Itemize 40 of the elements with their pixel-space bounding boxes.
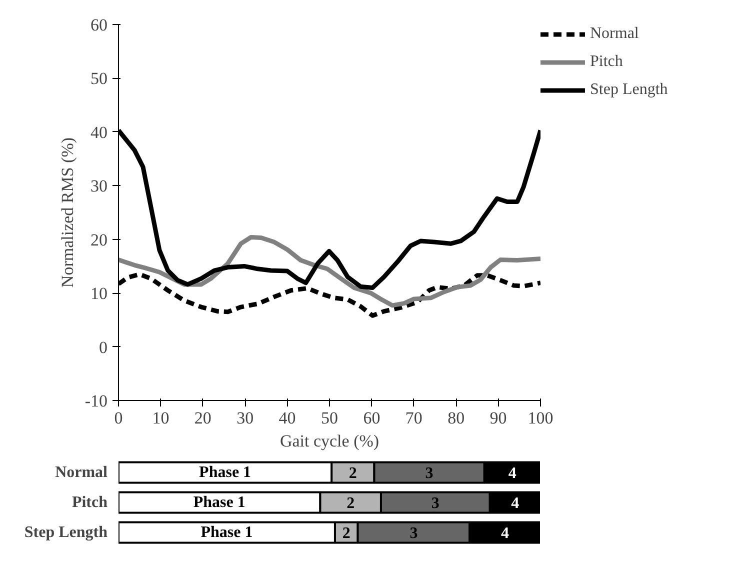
y-axis-title: Normalized RMS (%) <box>58 137 77 288</box>
y-tick-label: -10 <box>84 392 108 410</box>
x-tick-label: 30 <box>236 408 254 428</box>
category-label: Step Length <box>24 524 108 541</box>
x-tick-label: 70 <box>405 408 422 428</box>
y-tick-label: 40 <box>90 122 108 142</box>
text: 4 <box>511 495 520 512</box>
series-label: 3 <box>425 465 434 482</box>
category-label: Pitch <box>72 494 108 511</box>
text: 3 <box>410 525 418 542</box>
y-tick-label: 0 <box>99 338 108 357</box>
x-tick-label: 20 <box>194 408 212 428</box>
text: 2 <box>342 525 350 542</box>
legend-label: Step Length <box>590 81 668 99</box>
x-tick-label: 50 <box>321 408 338 428</box>
x-tick-label: 100 <box>528 408 554 428</box>
x-tick-label: 60 <box>363 408 380 428</box>
text: 4 <box>501 525 510 542</box>
text: Phase 1 <box>200 524 253 541</box>
legend-label: Normal <box>590 25 639 43</box>
series-label: Phase 1 <box>199 464 252 481</box>
y-tick-label: 60 <box>90 16 108 34</box>
x-tick-label: 80 <box>448 408 465 428</box>
x-axis-title: Gait cycle (%) <box>280 432 380 450</box>
text: Phase 1 <box>193 494 246 511</box>
y-tick-label: 20 <box>90 230 108 250</box>
x-tick-label: 0 <box>114 408 123 428</box>
x-tick-label: 40 <box>278 408 296 428</box>
category-label: Normal <box>55 464 108 481</box>
series-label: 2 <box>348 465 357 482</box>
x-tick-label: 90 <box>490 408 507 428</box>
line-series <box>118 234 540 308</box>
text: 3 <box>431 495 440 512</box>
y-tick-label: 10 <box>90 284 108 304</box>
x-tick-label: 10 <box>152 408 170 428</box>
y-tick-label: 50 <box>90 69 108 88</box>
legend-label: Pitch <box>590 53 623 71</box>
y-tick-label: 30 <box>90 176 108 196</box>
series-label: 4 <box>508 465 516 482</box>
text: 2 <box>346 495 355 512</box>
